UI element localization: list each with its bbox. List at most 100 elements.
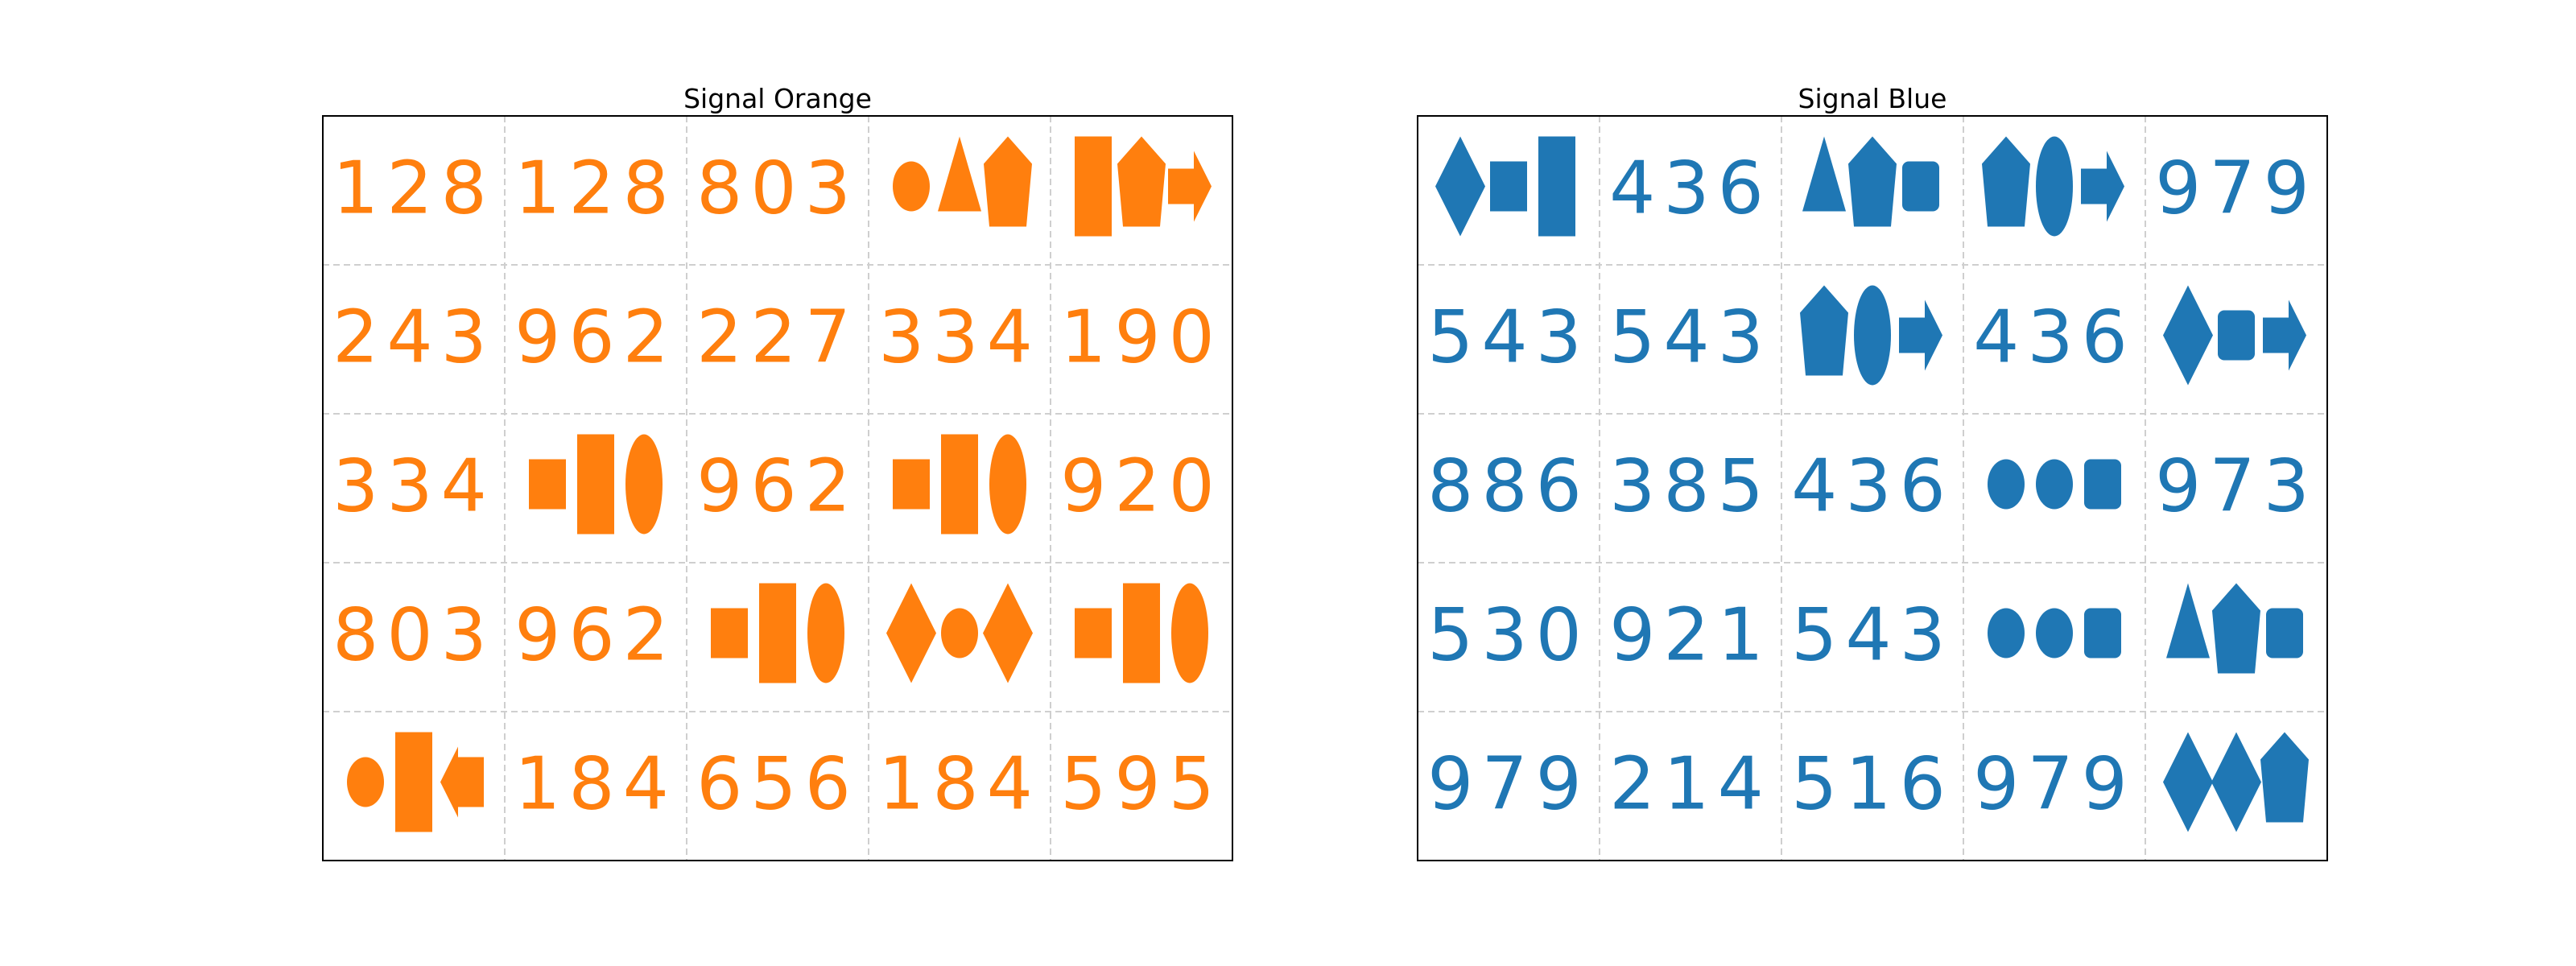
ellipse-tall-icon <box>2036 136 2073 237</box>
cell-number: 543 <box>1791 592 1954 677</box>
cell-number: 803 <box>696 146 859 230</box>
pentagon-icon <box>1982 136 2030 227</box>
diamond-icon <box>983 583 1033 683</box>
grid-cell <box>886 583 1033 683</box>
diamond-icon <box>2163 732 2213 832</box>
cell-number: 436 <box>1973 295 2136 379</box>
rounded-square-icon <box>1902 161 1939 212</box>
cell-number: 656 <box>696 741 859 826</box>
ellipse-icon <box>347 757 384 807</box>
pentagon-icon <box>1800 285 1848 376</box>
ellipse-icon <box>941 608 978 658</box>
cell-number: 979 <box>1973 741 2136 826</box>
grid-cell <box>893 434 1026 535</box>
cell-number: 227 <box>696 295 859 379</box>
pentagon-icon <box>984 136 1032 227</box>
cell-number: 886 <box>1427 444 1590 528</box>
ellipse-tall-icon <box>625 434 663 535</box>
diamond-icon <box>2163 285 2213 386</box>
rounded-square-icon <box>2084 608 2121 658</box>
grid-cell: 886 <box>1427 444 1590 528</box>
cell-number: 530 <box>1427 592 1590 677</box>
square-icon <box>1075 608 1112 658</box>
rectangle-tall-icon <box>1538 136 1575 237</box>
ellipse-icon <box>2036 608 2073 658</box>
rounded-square-icon <box>2084 459 2121 510</box>
grid-cell <box>2163 732 2309 832</box>
cell-number: 543 <box>1609 295 1772 379</box>
cell-number: 184 <box>878 741 1041 826</box>
diamond-icon <box>2211 732 2261 832</box>
grid-cell: 962 <box>514 295 669 379</box>
ellipse-icon <box>893 161 930 212</box>
grid-cell: 128 <box>332 146 487 230</box>
cell-number: 979 <box>2155 146 2318 230</box>
cell-number: 190 <box>1060 295 1223 379</box>
grid-cell <box>1988 608 2121 658</box>
square-icon <box>893 459 930 510</box>
grid-cell: 243 <box>332 295 495 379</box>
diamond-icon <box>1435 136 1485 237</box>
ellipse-tall-icon <box>807 583 844 683</box>
grid-cell <box>711 583 844 683</box>
grid-cell: 516 <box>1791 741 1954 826</box>
arrow-right-icon <box>1168 151 1212 222</box>
square-icon <box>529 459 566 510</box>
pentagon-icon <box>1848 136 1897 227</box>
ellipse-tall-icon <box>1854 285 1891 386</box>
grid-cell: 920 <box>1060 444 1223 528</box>
grid-cell: 962 <box>514 592 669 677</box>
grid-cell: 128 <box>514 146 677 230</box>
grid-cell <box>2166 583 2303 674</box>
pentagon-icon <box>2260 732 2309 823</box>
grid-cell <box>1075 136 1212 237</box>
rectangle-tall-icon <box>1075 136 1112 237</box>
triangle-icon <box>2166 583 2210 658</box>
cell-number: 921 <box>1609 592 1772 677</box>
rectangle-tall-icon <box>759 583 796 683</box>
grid-cell: 227 <box>696 295 859 379</box>
arrow-right-icon <box>2081 151 2124 222</box>
cell-number: 385 <box>1609 444 1772 528</box>
cell-number: 920 <box>1060 444 1223 528</box>
ellipse-icon <box>1988 459 2025 510</box>
square-icon <box>1490 161 1527 212</box>
rectangle-tall-icon <box>941 434 978 535</box>
grid-cell <box>1988 459 2121 510</box>
cell-number: 243 <box>332 295 495 379</box>
grid-cell: 979 <box>1973 741 2136 826</box>
rounded-square-icon <box>2266 608 2303 658</box>
grid-cell: 530 <box>1427 592 1590 677</box>
grid-cell: 214 <box>1609 741 1772 826</box>
grid-cell: 184 <box>878 741 1041 826</box>
grid-cell: 385 <box>1609 444 1772 528</box>
cell-number: 962 <box>696 444 859 528</box>
grid-cell: 436 <box>1609 146 1764 230</box>
cell-number: 803 <box>332 592 495 677</box>
ellipse-tall-icon <box>989 434 1026 535</box>
grid-cell: 979 <box>2155 146 2318 230</box>
grid-cell <box>2163 285 2306 386</box>
panel-title-signal-blue: Signal Blue <box>1798 83 1947 114</box>
pentagon-icon <box>1117 136 1166 227</box>
grid-cell: 190 <box>1060 295 1223 379</box>
cell-number: 128 <box>514 146 677 230</box>
cell-number: 184 <box>514 741 677 826</box>
grid-cell <box>1802 136 1939 227</box>
grid-cell: 803 <box>332 592 495 677</box>
cell-number: 214 <box>1609 741 1772 826</box>
cell-number: 516 <box>1791 741 1954 826</box>
cell-number: 334 <box>332 444 495 528</box>
grid-cell: 962 <box>696 444 859 528</box>
pentagon-icon <box>2212 583 2260 674</box>
grid-cell: 656 <box>696 741 859 826</box>
cell-number: 543 <box>1427 295 1590 379</box>
panel-title-signal-orange: Signal Orange <box>683 83 872 114</box>
cell-number: 334 <box>878 295 1041 379</box>
cell-number: 595 <box>1060 741 1223 826</box>
triangle-icon <box>1802 136 1846 212</box>
grid-cell <box>1435 136 1575 237</box>
grid-cell: 436 <box>1973 295 2136 379</box>
grid-cell <box>529 434 663 535</box>
rectangle-tall-icon <box>1123 583 1160 683</box>
